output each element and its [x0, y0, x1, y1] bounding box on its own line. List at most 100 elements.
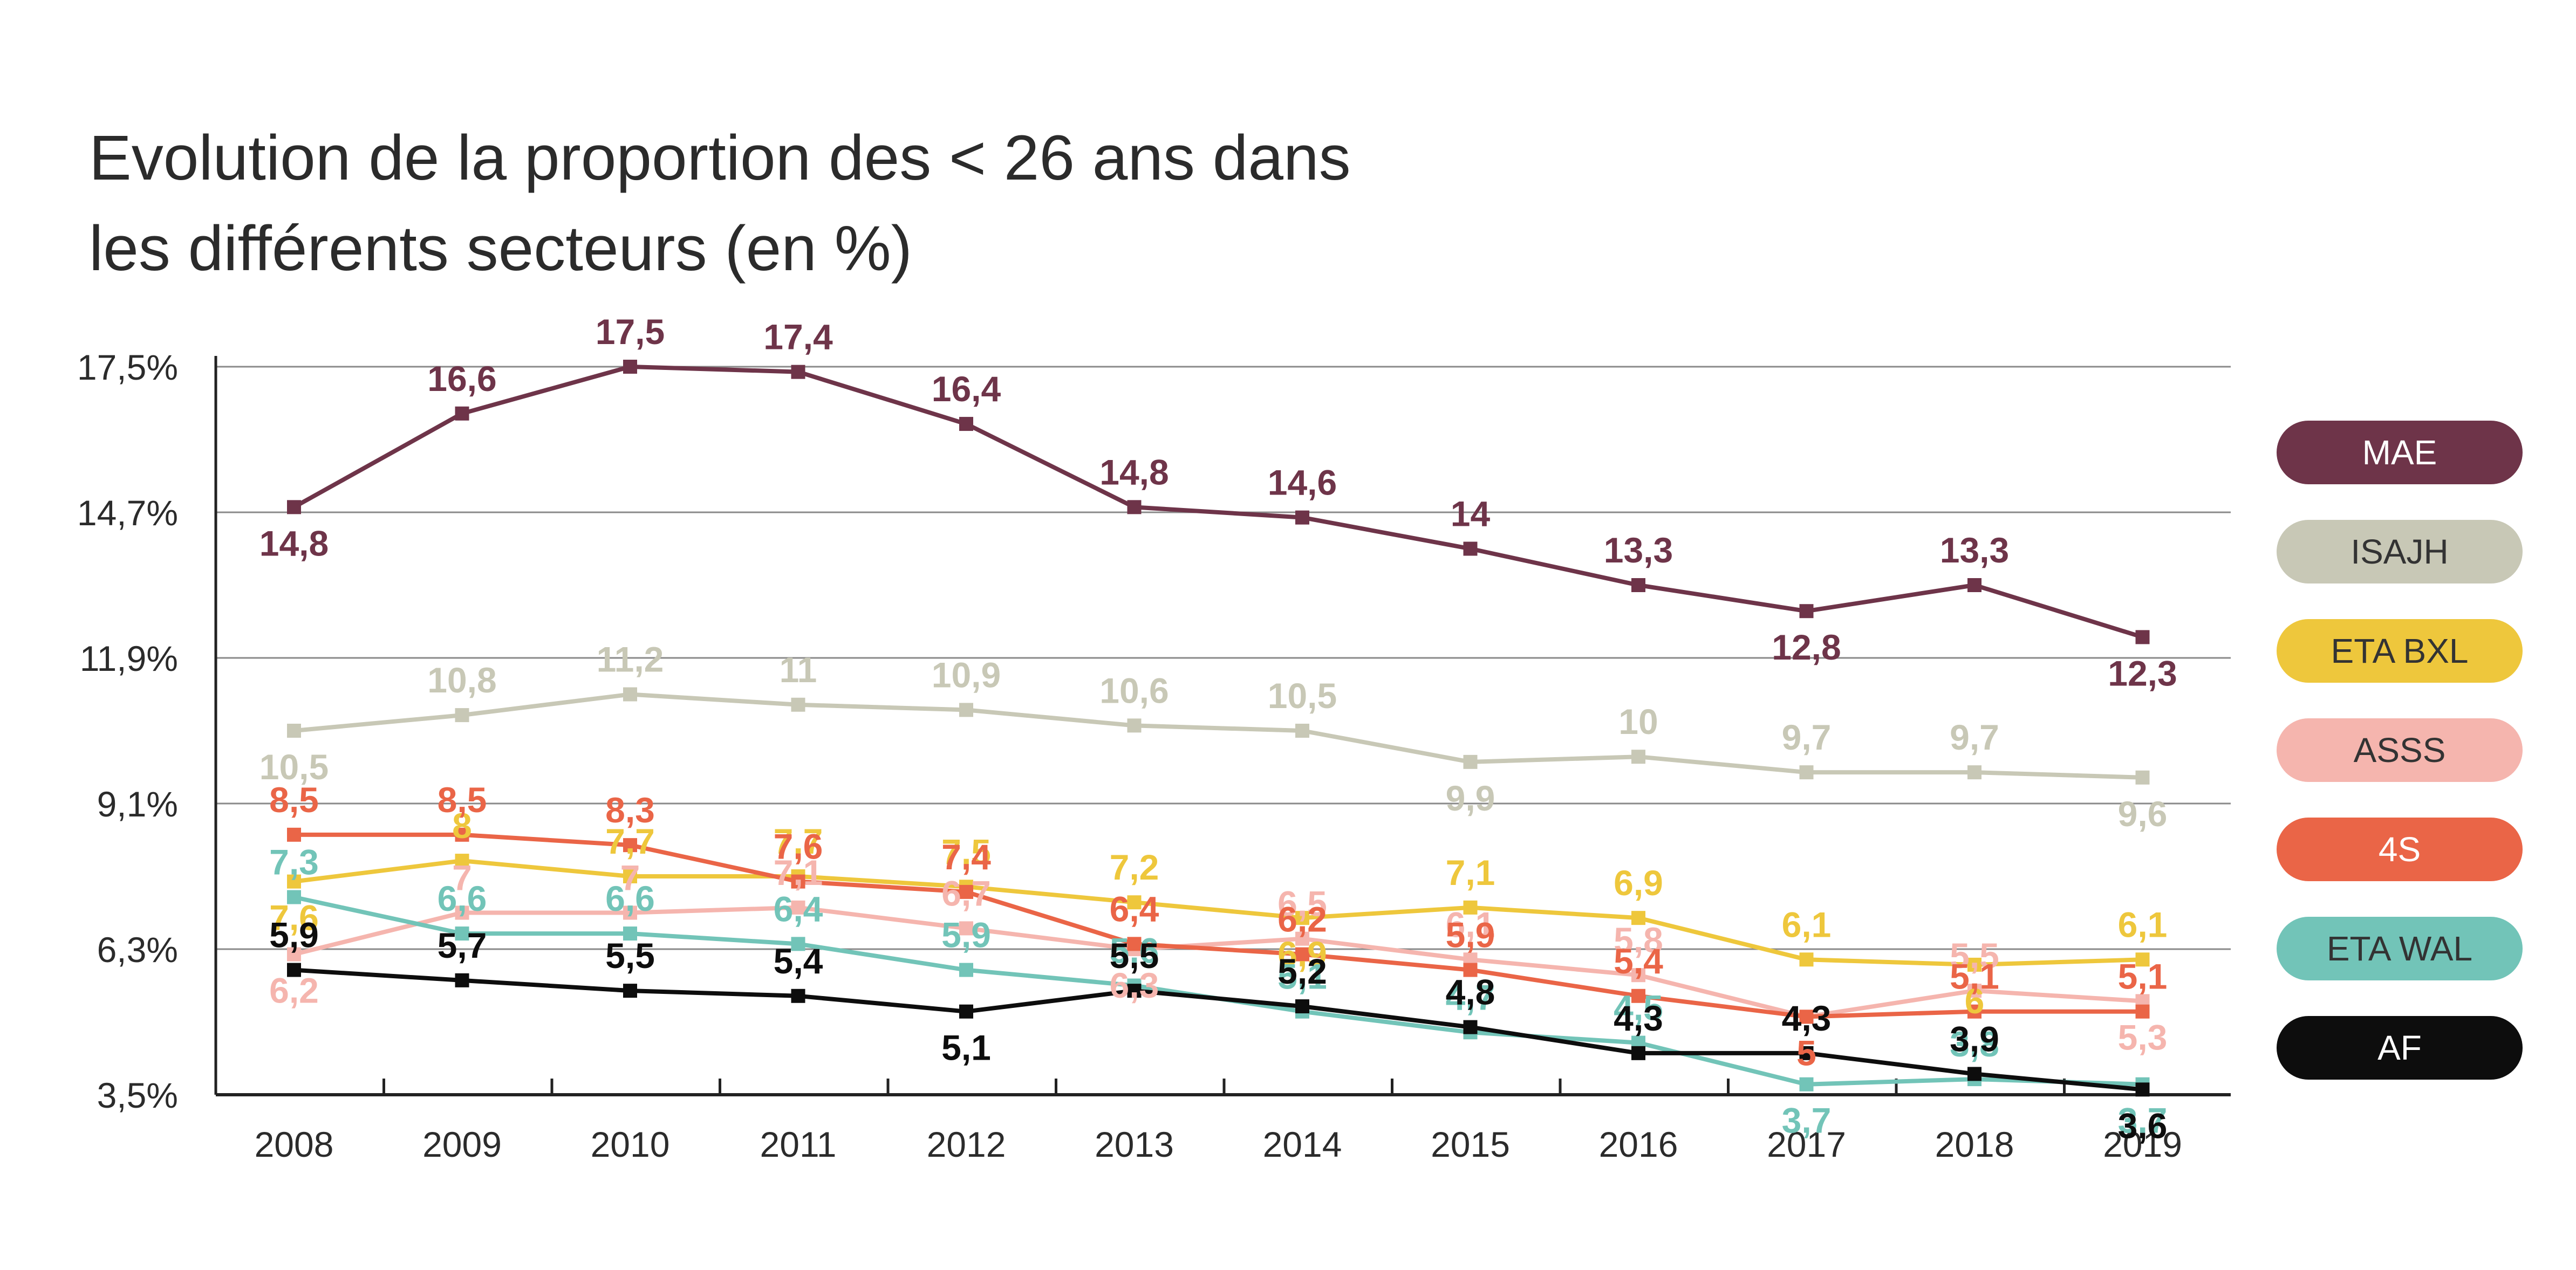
data-label: 7,1 [1446, 853, 1495, 893]
data-point [1463, 900, 1478, 915]
data-point [959, 963, 973, 977]
data-point [791, 900, 805, 915]
data-point [2135, 952, 2150, 967]
x-tick-label: 2012 [927, 1124, 1006, 1164]
data-point [455, 905, 469, 920]
data-label: 5,7 [438, 925, 487, 965]
data-point [455, 854, 469, 868]
data-point [623, 926, 637, 941]
data-label: 3,7 [1782, 1101, 1832, 1141]
data-label: 7,7 [774, 821, 823, 861]
y-tick-label: 3,5% [97, 1075, 178, 1115]
data-point [2135, 770, 2150, 785]
data-label: 5,5 [1950, 936, 1999, 976]
data-point [1631, 968, 1645, 983]
data-label: 5,5 [605, 936, 655, 976]
data-point [1463, 1020, 1478, 1034]
data-label: 6,7 [941, 873, 991, 913]
data-point [1127, 895, 1142, 910]
x-tick-label: 2018 [1935, 1124, 2014, 1164]
data-point [1799, 952, 1814, 967]
legend-label: AF [2377, 1028, 2422, 1067]
series-line-4s [294, 832, 2143, 1019]
data-label: 7,3 [269, 842, 319, 882]
data-point [959, 417, 973, 431]
data-point [1967, 957, 1981, 972]
data-point [287, 500, 301, 514]
data-label: 13,3 [1604, 530, 1673, 570]
data-label: 7,2 [1110, 847, 1159, 887]
x-tick-label: 2011 [760, 1124, 837, 1164]
x-tick-label: 2014 [1263, 1124, 1342, 1164]
data-label: 5,8 [1614, 920, 1663, 960]
data-label: 12,8 [1772, 627, 1841, 667]
data-point [2135, 630, 2150, 644]
data-label: 6,2 [1277, 900, 1327, 939]
data-label: 6,9 [1614, 863, 1663, 903]
legend-item-isajh: ISAJH [2277, 520, 2523, 583]
data-label: 14,8 [1099, 452, 1169, 492]
data-label: 6,6 [605, 878, 655, 918]
series-line-mae [293, 365, 2143, 640]
legend-item-af: AF [2277, 1016, 2523, 1080]
x-tick-label: 2009 [422, 1124, 502, 1164]
data-label: 4,3 [1614, 998, 1663, 1038]
data-point [1127, 500, 1142, 514]
data-label: 5,5 [1110, 936, 1159, 976]
data-point [1463, 541, 1478, 556]
data-point [623, 984, 637, 998]
data-label: 6,5 [1277, 884, 1327, 924]
data-label: 11 [780, 650, 817, 690]
data-label: 8,3 [605, 790, 655, 830]
y-tick-label: 14,7% [77, 493, 178, 533]
data-label: 14,8 [259, 523, 329, 563]
data-point [1631, 750, 1645, 764]
data-point [1967, 1004, 1981, 1019]
x-tick-label: 2019 [2103, 1124, 2182, 1164]
data-point [623, 869, 637, 883]
data-label: 4,7 [1446, 977, 1495, 1017]
data-label: 7 [452, 858, 472, 898]
data-point [959, 884, 973, 899]
series-line-eta-wal [293, 895, 2143, 1087]
data-point [1295, 724, 1309, 738]
data-label: 10,9 [932, 655, 1001, 695]
legend-item-eta-wal: ETA WAL [2277, 917, 2523, 980]
data-label: 5,9 [1446, 915, 1495, 955]
data-label: 8,5 [269, 780, 319, 820]
data-point [623, 838, 637, 853]
data-point [1631, 578, 1645, 592]
x-tick-label: 2017 [1767, 1124, 1846, 1164]
data-label: 5 [1796, 1033, 1816, 1073]
data-point [1127, 937, 1142, 951]
data-label: 6,1 [1782, 904, 1832, 944]
data-point [1631, 911, 1645, 925]
data-label: 16,4 [932, 369, 1001, 409]
y-tick-label: 11,9% [80, 639, 178, 678]
data-label: 3,9 [1950, 1019, 1999, 1059]
y-tick-label: 6,3% [97, 930, 178, 970]
legend-label: MAE [2362, 433, 2437, 472]
data-label: 10,5 [259, 747, 329, 787]
x-tick-label: 2015 [1431, 1124, 1510, 1164]
data-point [1799, 1010, 1814, 1024]
data-label: 6 [1965, 981, 1985, 1021]
data-label: 10,5 [1268, 676, 1337, 716]
data-label: 14 [1451, 494, 1491, 534]
data-point [791, 365, 805, 379]
data-label: 16,6 [427, 359, 496, 399]
legend-item-4s: 4S [2277, 818, 2523, 881]
legend-label: ETA WAL [2326, 929, 2473, 968]
data-label: 14,6 [1268, 463, 1337, 503]
data-point [455, 973, 469, 987]
data-label: 3,6 [2118, 1106, 2168, 1145]
data-label: 7,4 [941, 837, 991, 877]
data-label: 12,3 [2108, 653, 2177, 693]
x-tick-label: 2008 [255, 1124, 334, 1164]
data-label: 10,8 [427, 660, 496, 700]
data-label: 17,4 [763, 317, 833, 357]
data-label: 10,6 [1099, 670, 1169, 710]
data-point [959, 921, 973, 936]
chart-title-line-1: Evolution de la proportion des < 26 ans … [89, 122, 1351, 194]
